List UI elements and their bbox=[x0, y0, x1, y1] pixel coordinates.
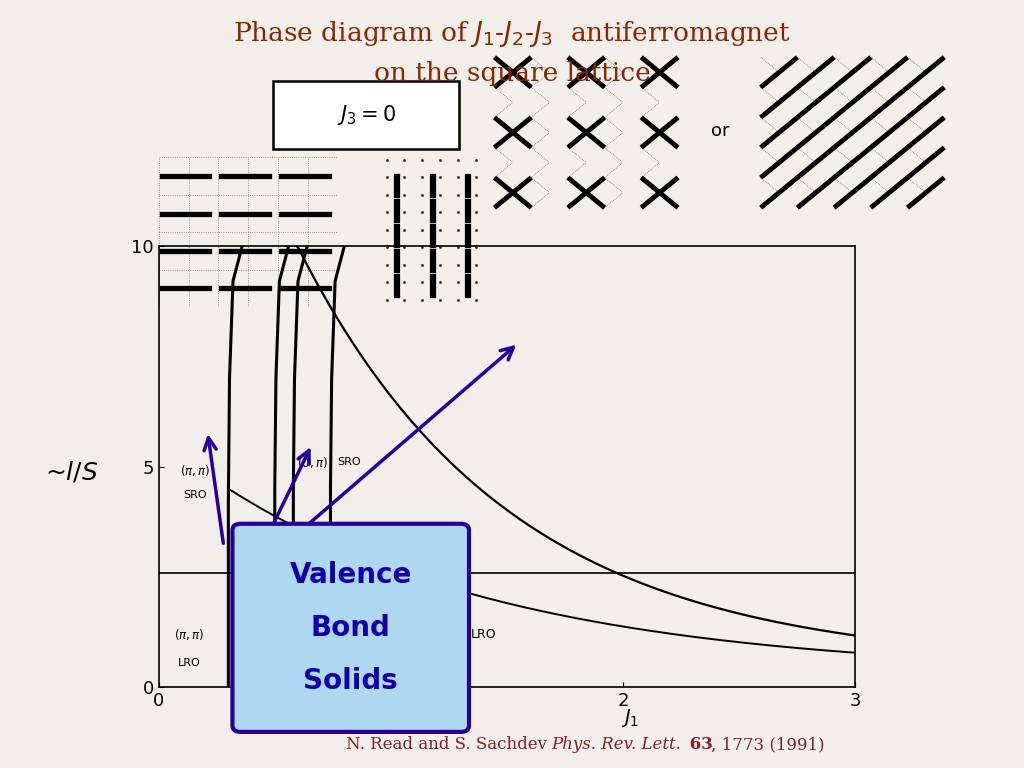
Text: Phase diagram of $J_1$-$J_2$-$J_3$  antiferromagnet: Phase diagram of $J_1$-$J_2$-$J_3$ antif… bbox=[233, 19, 791, 49]
Text: on the square lattice: on the square lattice bbox=[374, 61, 650, 87]
Text: ~$l/S$: ~$l/S$ bbox=[45, 460, 98, 485]
FancyBboxPatch shape bbox=[273, 81, 459, 149]
Text: $(0,\pi)$: $(0,\pi)$ bbox=[297, 455, 328, 470]
Text: or: or bbox=[711, 121, 729, 140]
Text: $J_3 = 0$: $J_3 = 0$ bbox=[337, 103, 395, 127]
Text: N. Read and S. Sachdev: N. Read and S. Sachdev bbox=[346, 737, 558, 753]
Text: $(\pi,\pi)$: $(\pi,\pi)$ bbox=[179, 463, 210, 478]
Text: LRO: LRO bbox=[177, 658, 201, 668]
Text: Valence: Valence bbox=[290, 561, 412, 589]
Text: SRO: SRO bbox=[337, 457, 360, 467]
Text: $(\pi,\pi)$: $(\pi,\pi)$ bbox=[174, 627, 204, 642]
Text: $J_1$: $J_1$ bbox=[621, 707, 639, 729]
Text: SRO: SRO bbox=[183, 490, 207, 500]
Text: 63: 63 bbox=[684, 737, 713, 753]
Text: Bond: Bond bbox=[310, 614, 391, 642]
Text: Phys. Rev. Lett.: Phys. Rev. Lett. bbox=[551, 737, 681, 753]
Text: LRO: LRO bbox=[471, 628, 497, 641]
Text: Solids: Solids bbox=[303, 667, 398, 695]
Text: , 1773 (1991): , 1773 (1991) bbox=[711, 737, 824, 753]
